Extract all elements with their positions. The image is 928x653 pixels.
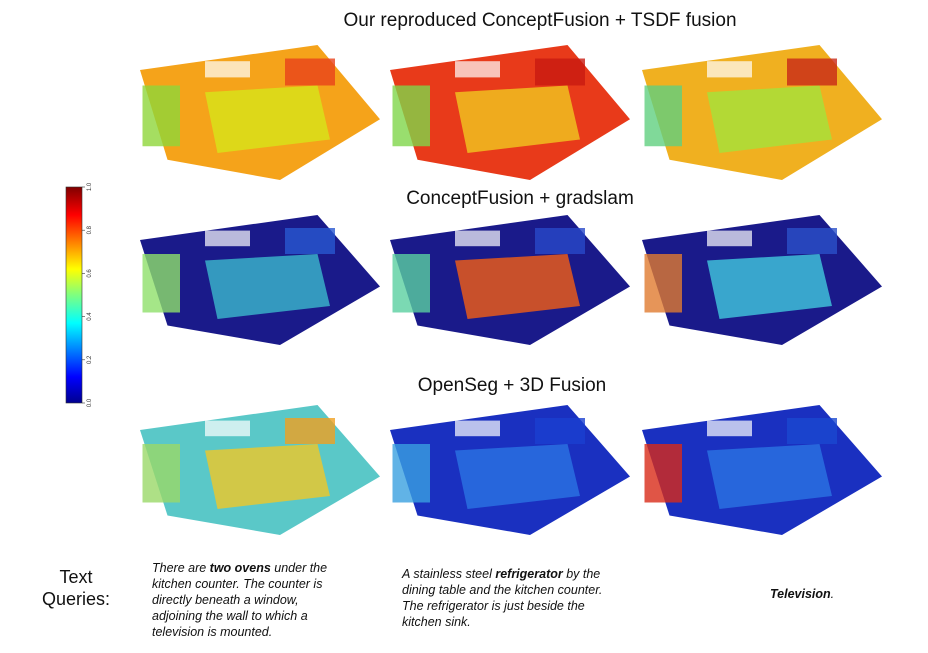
rendering <box>707 231 752 247</box>
rendering <box>393 254 431 313</box>
rendering <box>393 444 431 503</box>
rendering <box>535 228 585 254</box>
rendering <box>535 59 585 86</box>
tick-label: 0.0 <box>87 398 93 407</box>
rendering <box>455 231 500 247</box>
rendering <box>205 61 250 77</box>
queries-label: Text Queries: <box>36 566 116 610</box>
label-line: Text <box>36 566 116 588</box>
query-keyword: refrigerator <box>495 567 562 581</box>
rendering <box>205 231 250 247</box>
query: Television. <box>770 586 890 602</box>
rendering <box>455 61 500 77</box>
tick-label: 0.8 <box>87 225 93 234</box>
rendering <box>285 59 335 86</box>
figure-canvas: Our reproduced ConceptFusion + TSDF fusi… <box>0 0 928 653</box>
rendering <box>787 59 837 86</box>
rendering <box>143 86 181 147</box>
rendering <box>143 444 181 503</box>
rendering <box>535 418 585 444</box>
rendering <box>393 86 431 147</box>
rendering <box>707 421 752 437</box>
rendering <box>707 61 752 77</box>
row-title: OpenSeg + 3D Fusion <box>418 375 607 396</box>
query: There are two ovens under the kitchen co… <box>152 560 347 640</box>
tick-label: 0.4 <box>87 312 93 321</box>
row-title: ConceptFusion + gradslam <box>406 188 634 209</box>
rendering <box>787 228 837 254</box>
rendering <box>787 418 837 444</box>
query-text: . <box>831 587 834 601</box>
query-text: There are <box>152 561 210 575</box>
row-title: Our reproduced ConceptFusion + TSDF fusi… <box>343 10 736 31</box>
query: A stainless steel refrigerator by the di… <box>402 566 627 630</box>
rendering <box>285 418 335 444</box>
rendering <box>455 421 500 437</box>
query-keyword: two ovens <box>210 561 271 575</box>
colorbar-ticks: 0.0 0.2 0.4 0.6 0.8 1.0 <box>82 182 93 407</box>
rendering <box>143 254 181 313</box>
colorbar <box>66 187 82 403</box>
tick-label: 1.0 <box>87 182 93 191</box>
query-keyword: Television <box>770 587 831 601</box>
figure: Our reproduced ConceptFusion + TSDF fusi… <box>0 0 928 653</box>
rendering <box>645 86 683 147</box>
tick-label: 0.6 <box>87 269 93 278</box>
rendering <box>645 254 683 313</box>
tick-label: 0.2 <box>87 355 93 364</box>
panels <box>140 45 882 535</box>
rendering <box>645 444 683 503</box>
label-line: Queries: <box>36 588 116 610</box>
query-text: A stainless steel <box>402 567 495 581</box>
rendering <box>205 421 250 437</box>
rendering <box>285 228 335 254</box>
